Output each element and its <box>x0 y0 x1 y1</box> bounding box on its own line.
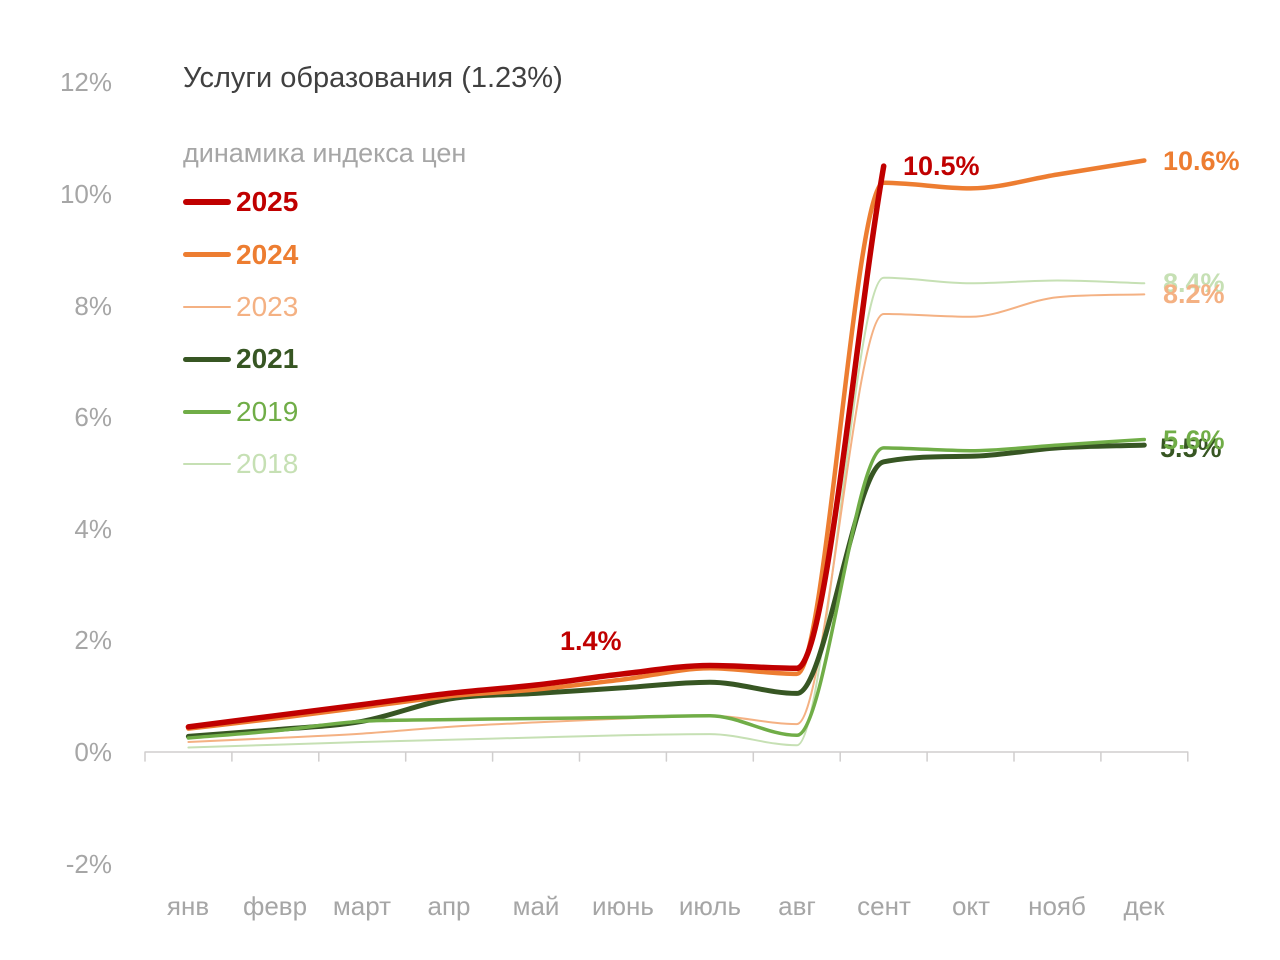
legend-label-2024: 2024 <box>236 238 299 270</box>
legend-swatch-2018 <box>183 463 231 466</box>
legend-swatch-2025 <box>183 199 231 205</box>
legend-item-2024: 2024 <box>183 228 298 280</box>
series-line-2021 <box>185 442 1147 739</box>
y-axis-tick-label: 8% <box>74 291 112 321</box>
series-line-2024 <box>186 158 1147 731</box>
legend-swatch-2021 <box>183 356 231 362</box>
x-axis-month-label: июнь <box>592 891 654 921</box>
data-label-2021-end: 5.5% <box>1160 433 1222 463</box>
legend-label-2021: 2021 <box>236 343 299 375</box>
series-line-2019 <box>186 437 1147 740</box>
y-axis-tick-label: 2% <box>74 625 112 655</box>
y-axis-tick-label: 12% <box>59 67 112 97</box>
series-line-2018 <box>187 276 1146 749</box>
legend-swatch-2024 <box>183 252 231 257</box>
y-axis-tick-label: 4% <box>74 514 112 544</box>
data-label-2023-end: 8.2% <box>1163 279 1225 309</box>
legend-label-2018: 2018 <box>236 448 299 480</box>
legend-item-2023: 2023 <box>183 281 298 333</box>
y-axis-tick-label: 10% <box>59 179 112 209</box>
data-label-2025-mid: 1.4% <box>560 626 622 656</box>
x-axis-month-label: авг <box>778 891 816 921</box>
x-axis-month-label: апр <box>427 891 471 921</box>
x-axis-month-label: янв <box>166 891 210 921</box>
data-label-2024-end: 10.6% <box>1163 146 1240 176</box>
y-axis-tick-label: 6% <box>74 402 112 432</box>
x-axis-month-label: дек <box>1123 891 1165 921</box>
x-axis-month-label: нояб <box>1028 891 1086 921</box>
legend-item-2019: 2019 <box>183 386 298 438</box>
data-label-2019-end: 5.6% <box>1163 425 1225 455</box>
x-axis-month-label: июль <box>678 891 742 921</box>
chart-title: Услуги образования (1.23%) <box>183 62 563 94</box>
legend-item-2018: 2018 <box>183 438 298 490</box>
data-label-2018-end: 8.4% <box>1163 268 1225 298</box>
legend-swatch-2023 <box>183 305 231 308</box>
legend-label-2025: 2025 <box>236 186 299 218</box>
legend-label-2019: 2019 <box>236 395 299 427</box>
x-axis-month-label: май <box>512 891 560 921</box>
chart-subtitle: динамика индекса цен <box>183 138 467 168</box>
legend-item-2025: 2025 <box>183 176 298 228</box>
x-axis-month-label: февр <box>242 891 308 921</box>
legend-label-2023: 2023 <box>236 290 299 322</box>
x-axis-month-label: окт <box>951 891 991 921</box>
x-axis-line <box>144 751 1189 762</box>
legend-item-2021: 2021 <box>183 333 298 385</box>
legend-swatch-2019 <box>183 410 231 414</box>
y-axis-tick-label: 0% <box>74 737 112 767</box>
y-axis-tick-label: -2% <box>65 849 112 879</box>
data-label-2025-end: 10.5% <box>903 151 980 181</box>
x-axis-month-label: март <box>332 891 392 921</box>
series-line-2025 <box>185 163 887 730</box>
legend: 2025 2024 2023 2021 2019 2018 <box>183 176 298 490</box>
x-axis-month-label: сент <box>857 891 911 921</box>
